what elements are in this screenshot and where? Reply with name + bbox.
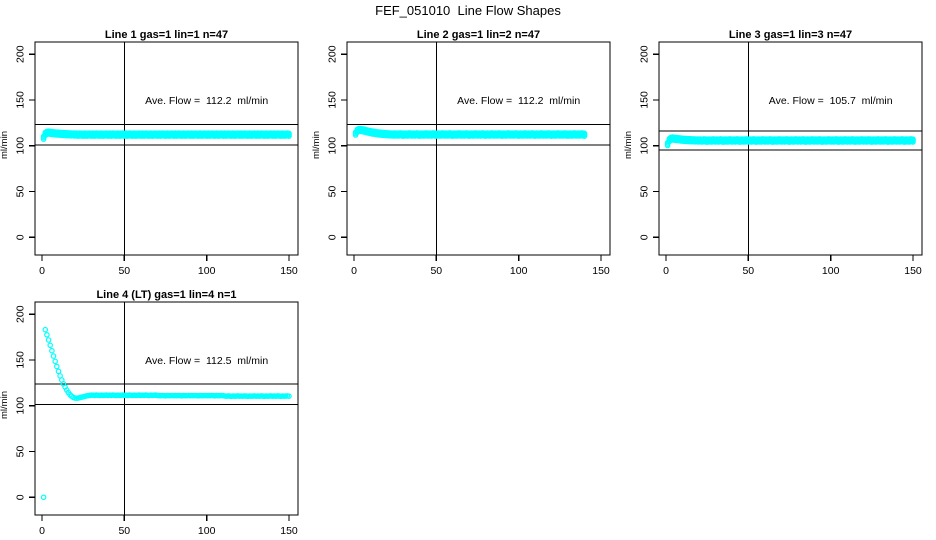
data-point-marker	[910, 139, 916, 145]
data-point-marker	[47, 342, 54, 349]
y-tick-label: 150	[14, 91, 26, 109]
y-tick-label: 100	[326, 137, 338, 155]
x-tick-label: 150	[280, 525, 298, 537]
axes: 0 50 100 150 200 0 50 100 150	[638, 45, 922, 277]
data-point-marker	[286, 393, 292, 400]
y-axis-label: ml/min	[624, 131, 634, 159]
x-tick-label: 50	[742, 265, 754, 277]
axes: 0 50 100 150 200 0 50 100 150	[14, 45, 298, 277]
y-tick-label: 150	[638, 91, 650, 109]
panel-title: Line 4 (LT) gas=1 lin=4 n=1	[96, 289, 236, 301]
y-tick-label: 0	[14, 234, 26, 240]
panel-line-4: Line 4 (LT) gas=1 lin=4 n=1 0 50 100 150 200 0…	[0, 285, 312, 540]
y-tick-label: 200	[638, 45, 650, 63]
panel-line-1: Line 1 gas=1 lin=1 n=47 0 50 100 150 200 0 50 10…	[0, 25, 312, 281]
y-axis-label: ml/min	[312, 131, 322, 159]
x-tick-label: 50	[118, 265, 130, 277]
chart-canvas: Line 2 gas=1 lin=2 n=47 0 50 100 150 200 0 50 10…	[312, 29, 611, 277]
x-tick-label: 100	[198, 265, 216, 277]
panel-line-2: Line 2 gas=1 lin=2 n=47 0 50 100 150 200 0 50 10…	[312, 25, 624, 281]
chart-canvas: Line 3 gas=1 lin=3 n=47 0 50 100 150 200 0 50 10…	[624, 29, 923, 277]
data-point-marker	[581, 133, 588, 139]
panel-title: Line 3 gas=1 lin=3 n=47	[729, 29, 852, 41]
y-tick-label: 200	[326, 45, 338, 63]
ave-flow-annotation: Ave. Flow = 112.5 ml/min	[145, 355, 268, 367]
x-tick-label: 100	[510, 265, 528, 277]
figure-title: FEF_051010 Line Flow Shapes	[375, 3, 561, 18]
data-point-marker	[40, 494, 47, 501]
y-tick-label: 0	[326, 234, 338, 240]
x-tick-label: 100	[822, 265, 840, 277]
y-tick-label: 50	[638, 186, 650, 198]
y-tick-label: 0	[14, 494, 26, 500]
y-tick-label: 50	[326, 186, 338, 198]
data-point-marker	[49, 347, 55, 354]
y-axis-label: ml/min	[0, 391, 10, 419]
x-tick-label: 150	[280, 265, 298, 277]
ave-flow-annotation: Ave. Flow = 112.2 ml/min	[145, 95, 268, 107]
data-points	[40, 326, 292, 501]
y-tick-label: 0	[638, 234, 650, 240]
data-point-marker	[44, 331, 50, 338]
y-tick-label: 150	[326, 91, 338, 109]
ave-flow-annotation: Ave. Flow = 105.7 ml/min	[769, 95, 893, 107]
panel-line-3: Line 3 gas=1 lin=3 n=47 0 50 100 150 200 0 50 10…	[624, 25, 936, 281]
plot-box	[346, 41, 611, 256]
y-tick-label: 50	[14, 186, 26, 198]
x-tick-label: 50	[430, 265, 442, 277]
panel-title: Line 2 gas=1 lin=2 n=47	[417, 29, 540, 41]
data-point-marker	[53, 363, 60, 370]
y-tick-label: 150	[14, 351, 26, 369]
data-point-marker	[52, 358, 59, 365]
y-tick-label: 100	[638, 137, 650, 155]
x-tick-label: 150	[904, 265, 922, 277]
data-points	[352, 125, 588, 139]
y-tick-label: 100	[14, 397, 26, 415]
x-tick-label: 0	[39, 525, 45, 537]
panel-title: Line 1 gas=1 lin=1 n=47	[105, 29, 228, 41]
x-tick-label: 100	[198, 525, 216, 537]
chart-canvas: Line 1 gas=1 lin=1 n=47 0 50 100 150 200 0 50 10…	[0, 29, 299, 277]
plot-box	[34, 41, 299, 256]
x-tick-label: 50	[118, 525, 130, 537]
plot-box	[658, 41, 923, 256]
data-point-marker	[42, 326, 49, 333]
ave-flow-annotation: Ave. Flow = 112.2 ml/min	[457, 95, 580, 107]
x-tick-label: 0	[351, 265, 357, 277]
data-point-marker	[45, 337, 52, 343]
plot-box	[34, 301, 299, 516]
x-tick-label: 0	[663, 265, 669, 277]
y-tick-label: 100	[14, 137, 26, 155]
chart-canvas: Line 4 (LT) gas=1 lin=4 n=10501001502000…	[0, 289, 299, 537]
axes: 0 50 100 150 200 0 50 100 150	[326, 45, 610, 277]
y-tick-label: 50	[14, 446, 26, 458]
y-tick-label: 200	[14, 45, 26, 63]
y-tick-label: 200	[14, 305, 26, 323]
axes: 0 50 100 150 200 0 50 100 150	[14, 305, 298, 537]
data-points	[40, 128, 292, 142]
data-point-marker	[55, 368, 62, 375]
data-points	[664, 134, 916, 149]
x-tick-label: 0	[39, 265, 45, 277]
data-point-marker	[286, 133, 292, 139]
x-tick-label: 150	[592, 265, 610, 277]
data-point-marker	[50, 353, 57, 359]
y-axis-label: ml/min	[0, 131, 10, 159]
